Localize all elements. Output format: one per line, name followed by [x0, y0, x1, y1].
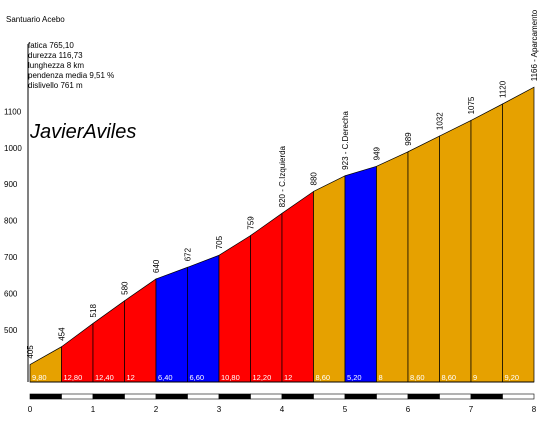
- km-scale-segment: [281, 393, 314, 400]
- grade-label: 8,60: [316, 373, 331, 382]
- stat-dislivello: dislivello 761 m: [28, 81, 83, 90]
- grade-label: 5,20: [347, 373, 362, 382]
- km-scale-segment: [376, 393, 409, 400]
- stat-lunghezza: lunghezza 8 km: [28, 61, 84, 70]
- km-scale-segment: [29, 393, 62, 400]
- grade-label: 10,80: [221, 373, 240, 382]
- elevation-label: 759: [247, 216, 256, 230]
- grade-label: 6,60: [190, 373, 205, 382]
- profile-segment: [470, 103, 503, 383]
- elevation-label: 820 - C.Izquierda: [278, 145, 287, 207]
- profile-segment: [344, 165, 377, 383]
- grade-label: 8,60: [410, 373, 425, 382]
- km-scale-segment: [344, 393, 377, 400]
- profile-segment: [407, 135, 440, 383]
- profile-segment: [439, 119, 472, 383]
- elevation-label: 454: [58, 327, 67, 341]
- y-tick-label: 1000: [4, 144, 22, 153]
- y-tick-label: 800: [4, 217, 18, 226]
- x-tick-label: 5: [343, 405, 348, 414]
- km-scale-segment: [407, 393, 440, 400]
- x-tick-label: 3: [217, 405, 222, 414]
- grade-label: 12: [284, 373, 292, 382]
- profile-segment: [281, 190, 314, 383]
- stats-block: fatica 765,10 durezza 116,73 lunghezza 8…: [28, 41, 114, 90]
- chart-title: Santuario Acebo: [6, 15, 65, 24]
- x-tick-label: 2: [154, 405, 159, 414]
- x-tick-label: 8: [532, 405, 537, 414]
- elevation-label: 1032: [436, 112, 445, 130]
- elevation-label: 1075: [467, 96, 476, 114]
- km-scale-segment: [218, 393, 251, 400]
- km-scale-segment: [187, 393, 220, 400]
- elevation-label: 880: [310, 172, 319, 186]
- y-tick-label: 500: [4, 326, 18, 335]
- km-scale-segment: [155, 393, 188, 400]
- profile-segment: [376, 151, 409, 383]
- elevation-label: 405: [26, 345, 35, 359]
- elevation-label: 705: [215, 235, 224, 249]
- y-tick-label: 600: [4, 290, 18, 299]
- y-tick-label: 900: [4, 180, 18, 189]
- elevation-label: 518: [89, 304, 98, 318]
- x-tick-label: 1: [91, 405, 96, 414]
- km-scale-segment: [92, 393, 125, 400]
- x-tick-label: 4: [280, 405, 285, 414]
- elevation-label: 1166 - Aparcamento: [530, 9, 539, 81]
- elevation-label: 580: [121, 281, 130, 295]
- km-scale-segment: [250, 393, 283, 400]
- elevation-label: 1120: [499, 80, 508, 98]
- km-scale-segment: [502, 393, 535, 400]
- elevation-label: 640: [152, 259, 161, 273]
- grade-label: 12,20: [253, 373, 272, 382]
- km-scale-segment: [61, 393, 94, 400]
- km-scale-segment: [470, 393, 503, 400]
- x-tick-label: 7: [469, 405, 474, 414]
- grade-label: 9,80: [32, 373, 47, 382]
- grade-label: 9: [473, 373, 477, 382]
- grade-label: 9,20: [505, 373, 520, 382]
- profile-segment: [187, 254, 220, 383]
- stat-pendenza: pendenza media 9,51 %: [28, 71, 114, 80]
- elevation-label: 989: [404, 132, 413, 146]
- grade-label: 8: [379, 373, 383, 382]
- grade-label: 6,40: [158, 373, 173, 382]
- grade-label: 12,40: [95, 373, 114, 382]
- stat-durezza: durezza 116,73: [28, 51, 83, 60]
- elevation-label: 672: [184, 247, 193, 261]
- y-tick-label: 700: [4, 253, 18, 262]
- x-tick-label: 0: [28, 405, 33, 414]
- x-tick-label: 6: [406, 405, 411, 414]
- grade-label: 12,80: [64, 373, 83, 382]
- profile-segment: [502, 86, 535, 383]
- brand-watermark: JavierAviles: [29, 121, 136, 143]
- grade-label: 8,60: [442, 373, 457, 382]
- profile-segment: [218, 234, 251, 383]
- grade-label: 12: [127, 373, 135, 382]
- y-tick-label: 1100: [4, 107, 22, 116]
- elevation-label: 949: [373, 146, 382, 160]
- profile-segment: [313, 175, 346, 383]
- profile-segment: [155, 266, 188, 383]
- elevation-label: 923 - C.Derecha: [341, 111, 350, 170]
- stat-fatica: fatica 765,10: [28, 41, 74, 50]
- km-scale-segment: [439, 393, 472, 400]
- km-scale-segment: [124, 393, 157, 400]
- km-scale-segment: [313, 393, 346, 400]
- profile-segment: [250, 212, 283, 383]
